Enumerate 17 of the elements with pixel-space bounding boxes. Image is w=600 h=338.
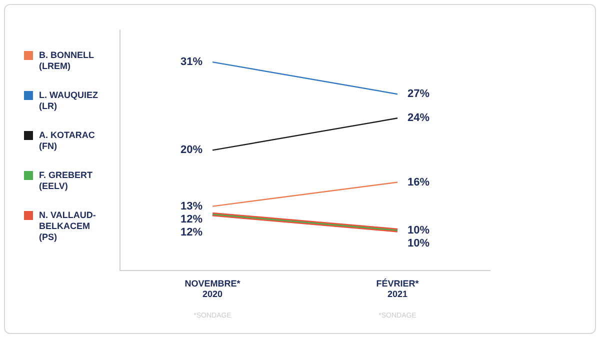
x-tick-label: FÉVRIER* 2021 <box>376 278 420 300</box>
data-label: 12% <box>180 226 203 238</box>
data-label: 16% <box>408 176 430 188</box>
x-tick-label: NOVEMBRE* 2020 <box>184 278 241 300</box>
data-label: 24% <box>408 112 430 124</box>
legend-label: A. KOTARAC (FN) <box>39 130 96 152</box>
data-label: 27% <box>408 88 430 100</box>
data-label: 12% <box>180 213 203 226</box>
legend-label: N. VALLAUD-BELKACEM (PS) <box>39 210 97 243</box>
data-label: 20% <box>180 144 203 156</box>
data-label: 31% <box>180 56 203 68</box>
legend-label: F. GREBERT (EELV) <box>39 170 94 192</box>
data-label: 10% <box>408 237 430 250</box>
legend-label: B. BONNELL (LREM) <box>39 50 95 72</box>
legend-label: L. WAUQUIEZ (LR) <box>39 90 99 112</box>
data-label: 13% <box>180 200 203 212</box>
data-label: 10% <box>408 224 430 236</box>
